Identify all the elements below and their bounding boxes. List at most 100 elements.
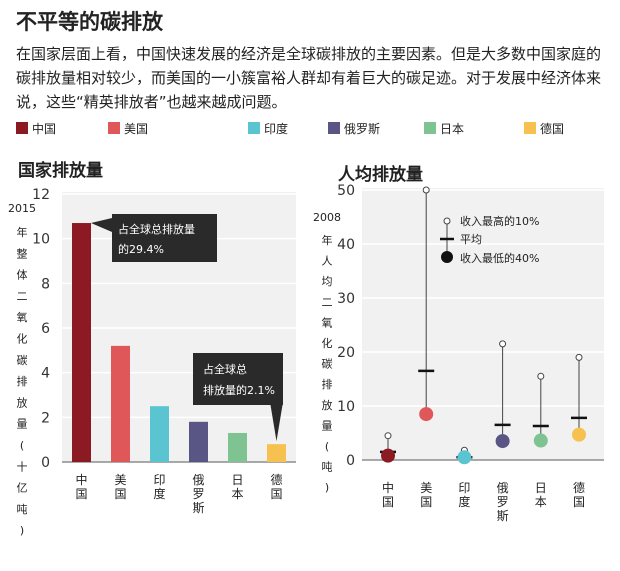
annotation-pointer [91,218,112,232]
y-axis-label-char: 碳 [322,357,333,371]
bar-5 [267,444,286,462]
x-category-label: 印 [458,481,470,495]
bar-4 [228,432,247,462]
y-axis-label-char: 氧 [322,315,333,329]
y-axis-label-char: 人 [322,255,333,268]
x-category-label: 罗 [497,495,509,509]
y-tick-label: 2 [41,410,50,426]
y-tick-label: 0 [346,453,355,469]
per-capita-emissions-title: 人均排放量 [338,165,423,185]
top10-point [384,432,392,440]
legend-swatch [524,122,536,134]
top10-point [575,353,583,361]
legend-item: 印度 [248,120,288,136]
top10-point [537,372,545,380]
national-emissions-title: 国家排放量 [18,161,103,181]
y-axis-label-char: 放 [17,395,28,409]
bottom40-point [572,427,586,442]
bar-1 [111,345,130,462]
legend-swatch [424,122,436,134]
y-axis-label-char: 排 [17,374,28,388]
legend-item: 俄罗斯 [328,120,380,136]
x-category-label: 本 [231,487,243,501]
x-category-label: 美 [114,473,126,487]
top10-point [499,340,507,348]
y-axis-label-char: ) [325,481,329,494]
intro-paragraph: 在国家层面上看，中国快速发展的经济是全球碳排放的主要因素。但是大多数中国家庭的碳… [16,45,602,111]
legend-item: 日本 [424,120,464,136]
x-category-label: 日 [535,481,547,495]
x-category-label: 国 [270,487,282,501]
annotation-box [112,214,217,262]
y-axis-label-char: 吨 [322,461,333,474]
y-axis-label-char: 年 [17,225,28,239]
x-category-label: 国 [573,495,585,509]
x-category-label: 日 [231,473,243,487]
legend-bottom40-symbol [441,251,453,263]
legend-label: 美国 [124,121,149,136]
y-axis-label-char: ( [20,439,24,452]
y-axis-label-char: 化 [322,336,333,350]
y-axis-label-char: 二 [17,290,28,303]
y-axis-label-char: 体 [17,268,28,282]
y-tick-label: 30 [337,291,355,307]
y-axis-label-char: 亿 [17,482,28,495]
annotation-text: 占全球总 [203,362,247,376]
y-axis-label-char: 碳 [17,353,28,367]
x-category-label: 度 [153,486,165,501]
legend-label: 俄罗斯 [344,121,381,136]
y-tick-label: 12 [32,187,50,203]
y-tick-label: 0 [41,455,50,471]
y-tick-label: 40 [337,237,355,253]
legend-swatch [328,122,340,134]
x-category-label: 国 [420,495,432,509]
bottom40-point [533,433,548,448]
x-category-label: 罗 [192,487,204,501]
bottom40-point [381,448,395,463]
x-category-label: 俄 [192,473,204,487]
x-category-label: 中 [382,480,394,495]
x-category-label: 美 [420,481,432,495]
x-category-label: 印 [153,473,165,487]
legend-swatch [248,122,260,134]
legend-swatch [16,122,28,134]
x-category-label: 国 [114,487,126,501]
y-axis-label-char: 整 [17,246,28,260]
x-category-label: 国 [75,487,87,501]
y-tick-label: 20 [337,345,355,361]
y-axis-label-char: 排 [322,377,333,391]
plot-area-per-capita [362,188,604,460]
y-axis-label-char: 年 [322,233,333,247]
x-category-label: 德 [573,480,585,495]
x-category-label: 俄 [497,481,509,495]
legend-bottom40-label: 收入最低的40% [460,251,539,265]
y-tick-label: 4 [41,366,50,382]
y-axis-label-char: 十 [17,459,28,473]
y-axis-label-char: 化 [17,332,28,346]
y-axis-label-char: 氧 [17,310,28,324]
top10-point [422,186,430,194]
bottom40-point [419,407,434,422]
annotation-text: 的29.4% [118,242,164,256]
legend-label: 德国 [540,121,565,136]
y-tick-label: 10 [337,399,355,415]
bar-2 [150,406,169,462]
legend-label: 日本 [440,121,465,136]
x-category-label: 度 [458,494,470,509]
x-category-label: 国 [382,495,394,509]
legend-item: 德国 [524,120,564,136]
y-axis-label-year: 2008 [313,211,341,224]
y-axis-label-char: 放 [322,398,333,412]
y-axis-label-char: 均 [322,275,333,288]
y-axis-label-char: 量 [322,419,333,432]
bar-0 [72,223,91,462]
legend-item: 美国 [108,120,148,136]
annotation-pointer [270,405,283,442]
y-tick-label: 10 [32,232,50,248]
annotation-text: 排放量的2.1% [203,383,275,397]
x-category-label: 中 [75,472,87,487]
page-title: 不平等的碳排放 [16,10,163,34]
bottom40-point [495,434,510,449]
legend-label: 印度 [264,121,289,136]
